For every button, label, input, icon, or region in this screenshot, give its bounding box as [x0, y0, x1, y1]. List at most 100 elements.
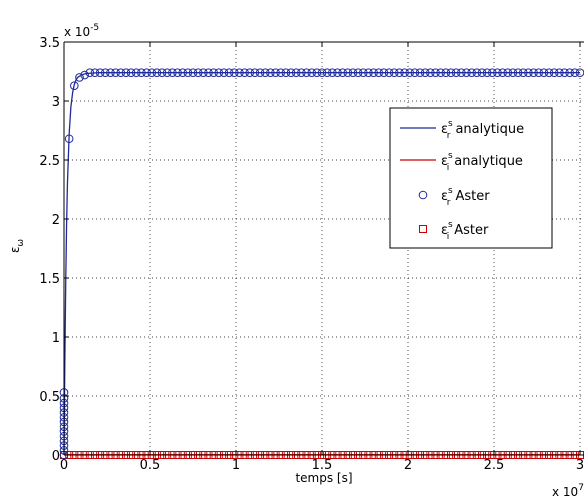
- series-marker-aster-r: [508, 68, 518, 77]
- svg-text:εω: εω: [8, 239, 26, 253]
- series-marker-aster-r: [64, 134, 74, 144]
- series-marker-aster-r: [266, 68, 275, 77]
- series-marker-aster-r: [369, 68, 378, 77]
- series-marker-aster-r: [276, 68, 286, 77]
- series-marker-aster-r: [328, 68, 337, 77]
- series-marker-aster-r: [493, 68, 502, 77]
- series-marker-aster-r: [147, 68, 157, 77]
- x-tick-label: 1: [232, 458, 240, 473]
- series-marker-aster-r: [333, 68, 342, 77]
- series-marker-aster-r: [487, 68, 497, 77]
- series-marker-aster-r: [420, 68, 430, 77]
- legend-circle-swatch: [418, 190, 428, 200]
- series-marker-aster-r: [281, 68, 291, 77]
- series-marker-aster-r: [111, 68, 120, 77]
- series-marker-aster-r: [348, 68, 358, 77]
- series-marker-aster-r: [224, 68, 234, 77]
- legend-entry-label: εs i Aster: [441, 220, 489, 242]
- series-marker-aster-r: [178, 68, 187, 77]
- x-tick-label: 0: [60, 458, 68, 473]
- series-marker-aster-r: [539, 68, 549, 77]
- series-marker-aster-r: [446, 68, 456, 77]
- series-marker-aster-r: [529, 68, 538, 77]
- series-marker-aster-r: [80, 70, 89, 80]
- series-marker-aster-r: [503, 68, 513, 77]
- series-marker-aster-r: [260, 68, 270, 77]
- series-marker-aster-r: [75, 73, 84, 82]
- series-marker-aster-r: [307, 68, 316, 77]
- series-marker-aster-r: [338, 68, 347, 77]
- series-marker-aster-r: [384, 68, 394, 77]
- series-marker-aster-r: [297, 68, 306, 77]
- series-marker-aster-r: [389, 68, 399, 77]
- series-marker-aster-r: [462, 68, 471, 77]
- legend-entry-label: εs r analytique: [441, 119, 524, 141]
- series-marker-aster-r: [214, 68, 224, 77]
- series-marker-aster-r: [271, 68, 280, 77]
- series-marker-aster-r: [157, 68, 167, 77]
- series-marker-aster-r: [70, 81, 79, 90]
- series-marker-aster-r: [322, 68, 332, 77]
- series-marker-aster-r: [353, 68, 363, 77]
- series-marker-aster-r: [426, 68, 435, 77]
- x-tick-label: 0.5: [140, 458, 161, 473]
- y-tick-label: 0: [52, 449, 60, 464]
- series-marker-aster-r: [183, 68, 193, 77]
- series-marker-aster-r: [245, 68, 255, 77]
- series-marker-aster-r: [565, 68, 574, 77]
- y-tick-label: 2: [52, 213, 60, 228]
- series-marker-aster-r: [188, 68, 198, 77]
- series-marker-aster-r: [291, 68, 301, 77]
- x-exponent-label: x 107: [552, 483, 584, 499]
- series-marker-aster-r: [405, 68, 415, 77]
- series-marker-aster-r: [415, 68, 425, 77]
- series-marker-aster-r: [162, 68, 172, 77]
- series-marker-aster-r: [457, 68, 466, 77]
- x-tick-label: 2.5: [484, 458, 505, 473]
- series-marker-aster-r: [312, 68, 322, 77]
- series-marker-aster-r: [364, 68, 373, 77]
- series-marker-aster-r: [219, 68, 229, 77]
- series-marker-aster-r: [544, 68, 554, 77]
- series-marker-aster-r: [555, 68, 564, 77]
- legend: εs r analytique εs i analytique εs r Aster εs i Ast…: [389, 107, 553, 249]
- series-marker-aster-r: [472, 68, 482, 77]
- y-tick-label: 1: [52, 331, 60, 346]
- series-marker-aster-r: [570, 68, 580, 77]
- series-marker-aster-r: [90, 68, 100, 77]
- series-marker-aster-r: [199, 68, 208, 77]
- legend-entry-label: εs r Aster: [441, 186, 490, 208]
- y-tick-label: 3: [52, 95, 60, 110]
- series-marker-aster-r: [209, 68, 218, 77]
- y-axis-label: εω: [8, 239, 26, 253]
- series-marker-aster-r: [518, 68, 528, 77]
- series-marker-aster-r: [235, 68, 244, 77]
- series-marker-aster-r: [379, 68, 389, 77]
- series-marker-aster-r: [513, 68, 523, 77]
- y-tick-label: 0.5: [39, 390, 60, 405]
- series-marker-aster-r: [168, 68, 177, 77]
- series-marker-aster-r: [121, 68, 131, 77]
- series-marker-aster-r: [286, 68, 296, 77]
- series-marker-aster-r: [467, 68, 476, 77]
- legend-box: [389, 107, 553, 249]
- series-marker-aster-r: [131, 68, 141, 77]
- series-marker-aster-r: [85, 68, 95, 77]
- y-exponent-label: x 10-5: [64, 23, 99, 39]
- series-marker-aster-r: [431, 68, 440, 77]
- series-marker-aster-r: [524, 68, 533, 77]
- series-marker-aster-r: [229, 68, 239, 77]
- y-tick-label: 2.5: [39, 154, 60, 169]
- axis-ticks: 0 0.5 1 1.5 2 2.5 3 0 0.5 1 1.5 2 2.5 3 3.5: [39, 36, 584, 473]
- series-marker-aster-r: [100, 68, 110, 77]
- series-marker-aster-r: [317, 68, 327, 77]
- y-tick-label: 3.5: [39, 36, 60, 51]
- y-tick-label: 1.5: [39, 272, 60, 287]
- x-tick-label: 3: [576, 458, 584, 473]
- series-marker-aster-r: [126, 68, 136, 77]
- series-marker-aster-r: [142, 68, 151, 77]
- legend-square-swatch: [419, 225, 427, 233]
- series-marker-aster-r: [477, 68, 487, 77]
- x-axis-label: temps [s]: [295, 471, 352, 485]
- series-marker-aster-r: [560, 68, 569, 77]
